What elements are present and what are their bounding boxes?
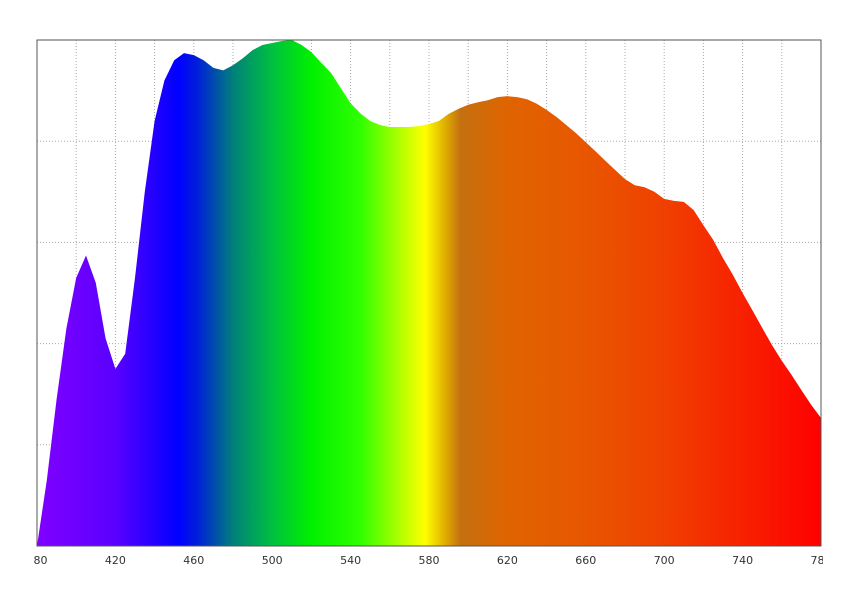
x-axis: 380 420 460 500 540 580 620 660 700 740 780	[27, 554, 832, 567]
x-tick-label: 500	[262, 554, 283, 567]
x-tick-label: 420	[105, 554, 126, 567]
x-tick-label: 460	[183, 554, 204, 567]
x-tick-label: 540	[340, 554, 361, 567]
area-layer	[37, 40, 821, 546]
x-tick-label: 380	[27, 554, 48, 567]
x-tick-label: 700	[654, 554, 675, 567]
x-tick-label: 620	[497, 554, 518, 567]
x-tick-label: 580	[419, 554, 440, 567]
x-tick-label: 740	[732, 554, 753, 567]
x-tick-label: 780	[811, 554, 832, 567]
plot-frame	[36, 39, 822, 547]
x-tick-label: 660	[575, 554, 596, 567]
spectrum-area	[37, 40, 821, 546]
